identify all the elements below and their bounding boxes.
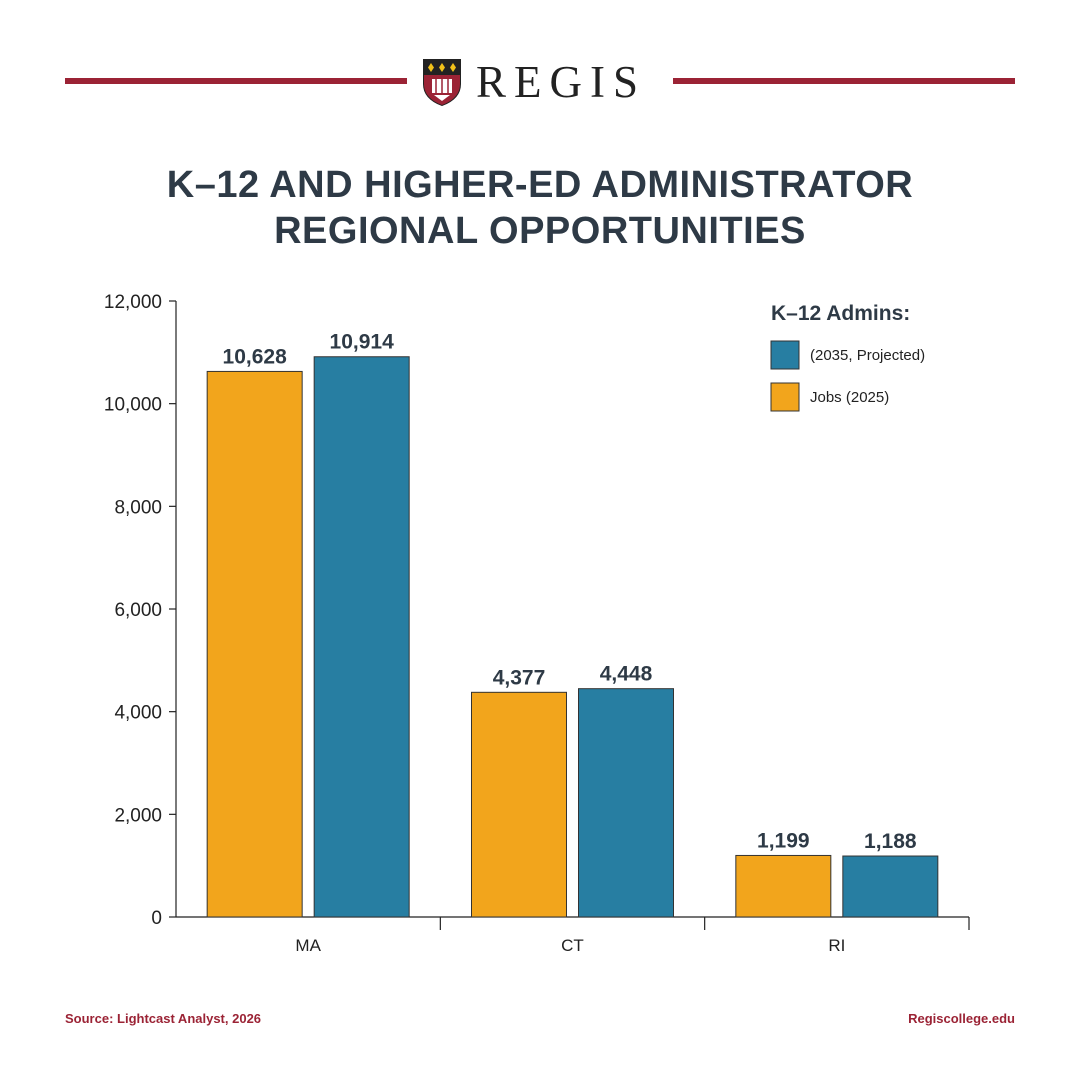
header-rule-left <box>65 78 407 84</box>
bar-ct-series-1 <box>578 688 674 918</box>
page-title: K–12 AND HIGHER-ED ADMINISTRATOR REGIONA… <box>0 162 1080 254</box>
bar-ma-series-1 <box>313 356 410 918</box>
legend-swatch <box>770 382 800 412</box>
shield-crest-icon <box>423 59 461 106</box>
data-label: 10,628 <box>223 345 288 368</box>
data-label: 4,377 <box>493 666 546 689</box>
footer-url: Regiscollege.edu <box>908 1011 1015 1026</box>
data-label: 4,448 <box>600 663 653 686</box>
y-tick-label: 8,000 <box>114 497 162 518</box>
data-label: 1,188 <box>864 830 917 853</box>
data-label: 10,914 <box>330 331 395 354</box>
bar-ri-series-0 <box>735 854 832 918</box>
y-tick-label: 10,000 <box>104 395 162 416</box>
footer-source: Source: Lightcast Analyst, 2026 <box>65 1011 262 1026</box>
bar-ct-series-0 <box>471 691 567 918</box>
legend-label: Jobs (2025) <box>810 389 889 406</box>
legend-label: (2035, Projected) <box>810 347 925 364</box>
x-tick-label: MA <box>295 936 321 955</box>
data-label: 1,199 <box>757 829 810 852</box>
x-tick-label: CT <box>561 936 584 955</box>
brand-logo: REGIS <box>422 56 646 108</box>
y-tick-label: 0 <box>151 908 162 929</box>
x-tick-label: RI <box>828 936 845 955</box>
y-tick-label: 12,000 <box>104 292 162 313</box>
legend-title: K–12 Admins: <box>771 302 910 325</box>
brand-name: REGIS <box>476 56 647 107</box>
title-line-2: REGIONAL OPPORTUNITIES <box>274 210 806 252</box>
y-tick-label: 6,000 <box>114 600 162 621</box>
bar-ma-series-0 <box>206 370 303 918</box>
y-tick-label: 2,000 <box>114 805 162 826</box>
header-rule-right <box>673 78 1015 84</box>
bar-ri-series-1 <box>842 855 939 918</box>
title-line-1: K–12 AND HIGHER-ED ADMINISTRATOR <box>166 164 914 206</box>
legend-swatch <box>770 340 800 370</box>
y-tick-label: 4,000 <box>114 703 162 724</box>
